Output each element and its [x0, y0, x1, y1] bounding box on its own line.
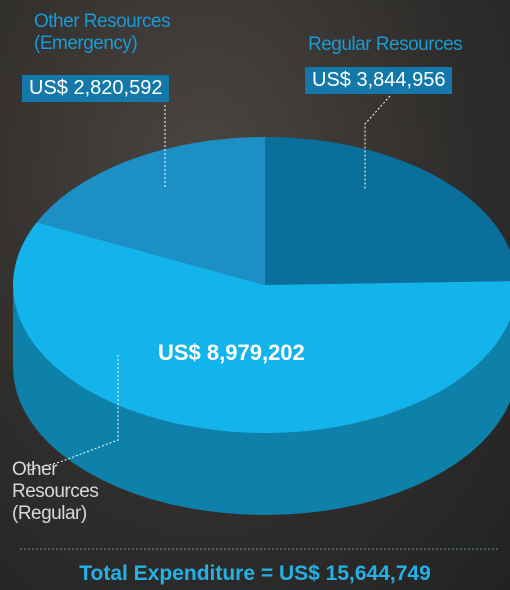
category-label: Other Resources (Regular) [12, 459, 99, 524]
slice [36, 137, 265, 285]
total-label: Total Expenditure = US$ 15,644,749 [79, 562, 431, 585]
slice [265, 137, 510, 285]
value-label: US$ 8,979,202 [158, 340, 305, 365]
slice [13, 222, 510, 433]
category-label: Regular Resources [308, 34, 463, 55]
slice-side [13, 285, 510, 515]
category-label: Other Resources (Emergency) [34, 11, 171, 54]
value-label: US$ 2,820,592 [22, 75, 170, 102]
value-label: US$ 3,844,956 [305, 67, 453, 94]
leader-line [364, 95, 391, 190]
